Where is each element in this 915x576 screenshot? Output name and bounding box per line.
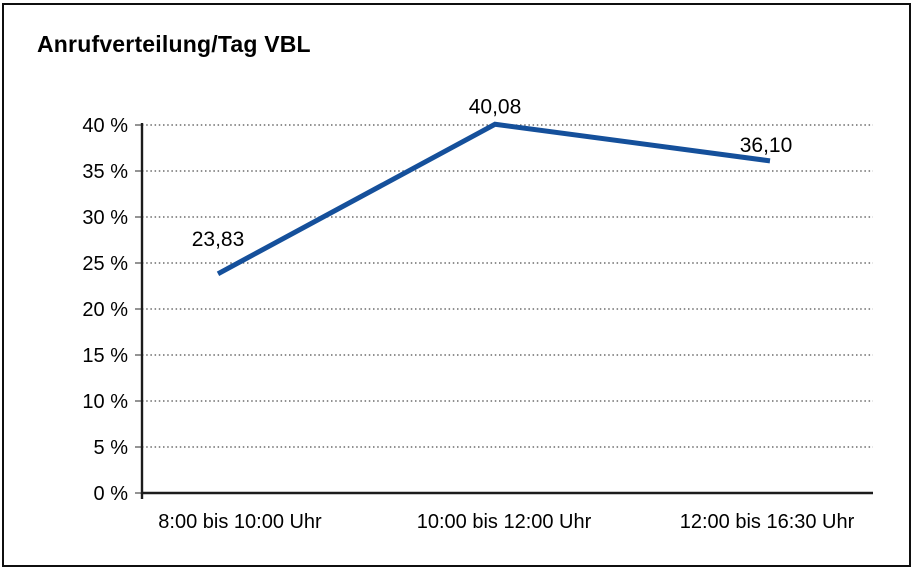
x-axis-label: 12:00 bis 16:30 Uhr [680, 511, 855, 533]
x-axis-label: 8:00 bis 10:00 Uhr [158, 511, 322, 533]
y-axis-label: 15 % [82, 345, 128, 367]
chart-title: Anrufverteilung/Tag VBL [37, 31, 311, 57]
y-axis-label: 30 % [82, 207, 128, 229]
x-axis-label: 10:00 bis 12:00 Uhr [417, 511, 592, 533]
data-point-label: 23,83 [192, 228, 245, 251]
y-axis-label: 0 % [94, 483, 129, 505]
y-axis-label: 10 % [82, 391, 128, 413]
data-point-label: 40,08 [469, 95, 522, 118]
y-axis-label: 40 % [82, 115, 128, 137]
y-axis-label: 20 % [82, 299, 128, 321]
y-axis-label: 35 % [82, 161, 128, 183]
y-axis-label: 25 % [82, 253, 128, 275]
data-line [216, 121, 771, 276]
y-axis-label: 5 % [94, 437, 129, 459]
data-point-label: 36,10 [740, 134, 793, 157]
chart-frame [2, 3, 911, 567]
